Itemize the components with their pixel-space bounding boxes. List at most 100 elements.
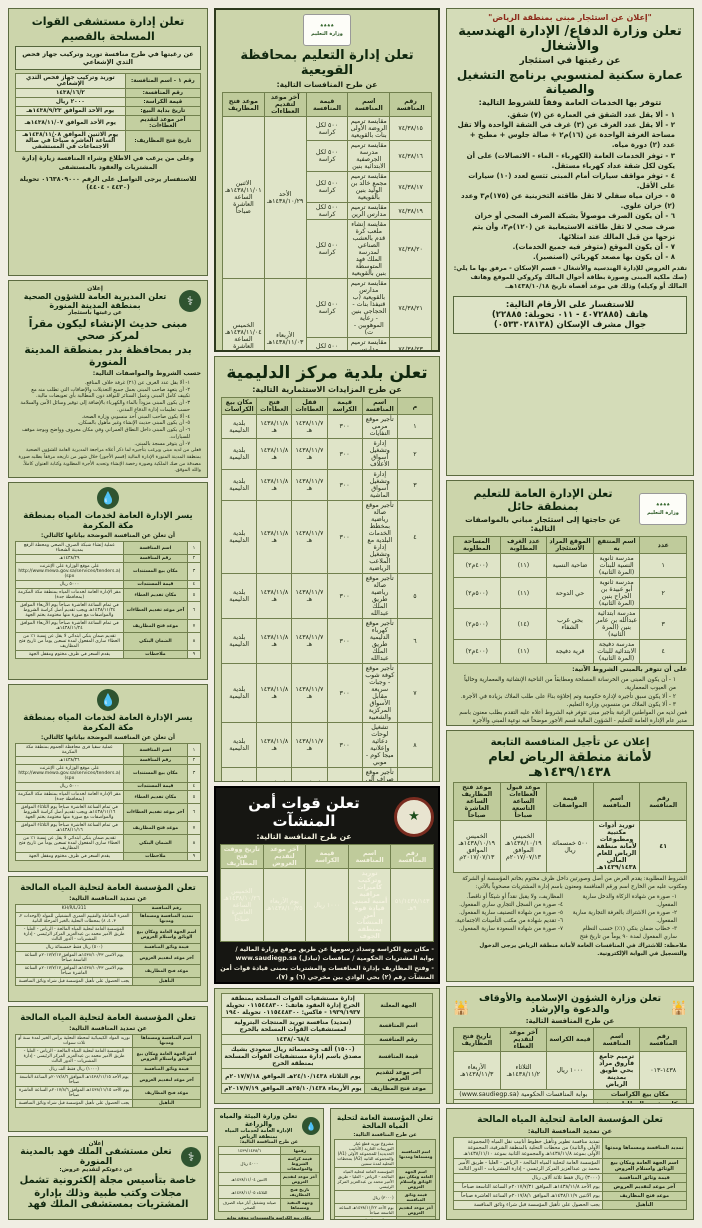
security-subtitle: عن طرح المنافسة التالية:	[256, 832, 352, 841]
field-value: تمديد منافسة تطوير وتأهيل خطوط أنابيب نق…	[453, 1137, 603, 1159]
mewa-ministry-logo: 💧	[302, 1117, 320, 1135]
field-label: وجهة التنفيذ ومسماها	[279, 1198, 321, 1212]
column-header: اسم المنافسة	[361, 397, 398, 415]
auction-name: تأجير موقع كوفة شوب - وجبات سريعة مقابل …	[361, 663, 398, 723]
qassim-footer: وعلى من يرغب في الاطلاع وشراء المنافسة ز…	[22, 155, 194, 171]
field-label: رقم المنافسة	[122, 554, 189, 563]
bids-open-date: ١٤٣٨/١١/٨هـ	[256, 500, 293, 574]
madinah-closing: فعلى من لديه مبنى ويرغب بتأجيره لما ذكر …	[18, 448, 201, 474]
contact-title: للاستفسار على الأرقام التالية:	[505, 299, 635, 310]
condition-item: ١- ألا يقل عدد الغرف عن (٢١) غرفة خلاف ا…	[84, 379, 190, 386]
tender-fee: ٥٠٠ لكل كراسة	[305, 171, 349, 203]
row-number: ٢	[396, 438, 434, 470]
row-number: ٣	[187, 562, 201, 581]
booklet-fee: ٣٠٠	[326, 500, 363, 574]
kv-row: ٧ موعد فتح المظاريف في تمام الساعة العاش…	[15, 821, 201, 835]
documents-sale-place-link[interactable]: بوابة المنافسات الحكومية (www.saudiegp.s…	[453, 1089, 594, 1100]
defense-conditions-list: ١ - ألا يقل عدد الشقق في العمارة عن (٧) …	[455, 110, 685, 262]
table-row: ١ تأجير موقع مرمى النفايات ٣٠٠ ١٤٣٨/١١/٧…	[220, 414, 434, 439]
qassim-title2: المسلحة بالقصيم	[61, 30, 155, 43]
booklet-sale-place: بلدية الدليمية	[220, 438, 258, 470]
ad-top-note: "إعلان عن استئجار مبنى بمنطقة الرياض"	[488, 13, 652, 22]
condition-item: ٤- ألا يكون صاحب المبنى أحد منسوبي وزارة…	[81, 413, 190, 420]
field-value: توريد المواد الكيميائية لمحطة التحلية بر…	[14, 1034, 134, 1048]
tender-name: توريد وتركيب كاميرات مراقبة أمنية لمبنى …	[347, 868, 392, 942]
islamic-subtitle: عن طرح المنافسة التالية:	[525, 1017, 615, 1025]
booklet-sale-place: بلدية الدليمية	[220, 500, 258, 574]
tender-fee: ٥٠٠ لكل كراسة	[305, 337, 349, 350]
field-label: رقم المنافسة:	[124, 88, 202, 98]
column-header: تاريخ ووقت فتح المظاريف	[220, 844, 264, 869]
row-number: ٧	[396, 663, 434, 723]
auction-name: تأجير موقع صراف آلي سيار طريق الملك عبدا…	[361, 767, 398, 781]
note-line: - وفتح المظاريف بإدارة المنافسات والمشتر…	[220, 964, 434, 981]
madinah-tag: إعلان	[87, 285, 103, 292]
kv-row: تاريخ بداية البيع: يوم الأحد الموافق ١٤٣…	[15, 106, 202, 116]
field-value: KH/R/L/311	[14, 904, 134, 913]
field-label: ملاحظات	[122, 852, 189, 861]
column-header: م	[396, 397, 434, 415]
column-header: الموقع المراد الاستئجار	[546, 536, 594, 554]
field-value: الثلاثاء ١٤٣٨/١١/٠٥هـ	[218, 1185, 281, 1199]
field-label: آخر موعد لتقديم العروض	[132, 951, 201, 965]
tender-number: ١٤٣٨-٠١٣	[639, 1051, 687, 1090]
field-label: اسم المنافسة	[122, 743, 189, 757]
kv-row: ٨ الضمان البنكي تقديم ضمان بنكي ابتدائي …	[15, 834, 201, 853]
kv-row: ١ اسم المنافسة عملية إنشاء شبكة الصرف ال…	[15, 541, 201, 555]
field-label: قيمة كراسة الشروط والمواصفات	[279, 1154, 321, 1173]
condition-item: ٦- تقديم شهادة من مكتب التأمينات الاجتما…	[455, 917, 563, 924]
field-value: صيانة وتشغيل آبار مياه الصرف الصحي	[218, 1198, 281, 1212]
field-label: مكان بيع الكراسات	[592, 1089, 688, 1100]
row-number: ٢	[639, 577, 687, 609]
condition-item: ٧- صورة من شهادة السعودة سارية المفعول.	[458, 926, 563, 933]
kv-row: موعد فتح المظاريف يوم الأحد ١٤٣٨/١١/٢٢هـ…	[334, 1216, 437, 1219]
field-value: يوم الأربعاء ٢٥/١٠/١٤٣٨هـ الموافق ٢٠١٧/٧…	[221, 1083, 365, 1094]
field-label: موعد فتح المظاريف	[132, 964, 201, 978]
condition-item: ٣- خطاب ضمان بنكي (١٪) حسب النظام ساري ا…	[466, 893, 677, 941]
mosque-icon: 🕌	[670, 1000, 687, 1016]
field-value: يوم الثلاثاء ٢٤/١٠/١٤٣٨هـ الموافق ٢٠١٧/٧…	[221, 1068, 365, 1084]
madinah-conditions-list: ١- ألا يقل عدد الغرف عن (٢١) غرفة خلاف ا…	[16, 380, 200, 448]
field-value: يوم الاثنين ١٤٣٨/١٠/٢٣هـ الموافق ٢٠١٧/٧/…	[14, 951, 134, 965]
hail-subtitle: عن حاجتها إلى استئجار مباني بالمواصفات ا…	[465, 515, 621, 533]
table-header-row: رقم المنافسة اسم المنافسة قيمة الكراسة آخر …	[453, 1027, 687, 1052]
kv-row: موعد فتح المظاريف يوم الأحد ١٤٣٨/١١/١٥هـ…	[14, 1086, 201, 1100]
kv-row: ٣ مكان بيع المستندات على موقع الوزارة عل…	[15, 562, 201, 581]
kv-row: ٤ قيمة المستندات ٥٠٠٠ ريال	[15, 580, 201, 589]
kv-row: ٢ رقم المنافسة ١٤٣٨/٣٦هـ	[15, 756, 201, 765]
bids-close-date: ١٤٣٨/١١/٧هـ	[291, 469, 328, 501]
column-header: عدد الغرف المطلوبة	[499, 536, 548, 554]
condition-item: ٦- أن يكون المبنى داخل النطاق العمراني و…	[21, 427, 190, 440]
env-subtitle: عن طرح المنافسة التالية:	[239, 1140, 299, 1145]
field-label: تاريخ فتح المظاريف	[279, 1185, 321, 1199]
env-footer: مكان بيع الكراسة والمستندات موقع بوابة ا…	[226, 1215, 312, 1220]
row-number: ٣	[187, 764, 201, 783]
desal-kh-title: تعلن المؤسسة العامة لتحلية المياه المالح…	[20, 883, 196, 893]
moe-logo-dots: ؞؞؞؞	[319, 23, 335, 31]
field-value: يوم الاثنين ١٤٣٨/١٠/٢٣هـ الموافق ٢٠١٧/٧/…	[14, 964, 134, 978]
area-required: (٤٠٠م٢)	[453, 553, 501, 578]
kv-row: آخر موعد لتقديم العروض يوم الاثنين ١٤٣٨/…	[14, 951, 201, 965]
ad-facilities-security-forces: ★ تعلن قوات أمن المنشآت عن طرح المنافسة …	[214, 786, 440, 984]
hail-title: تعلن الإدارة العامة للتعليم بمنطقة حائل	[473, 487, 613, 513]
desal-mid-kv-table: اسم المنافسة ومسماها ومدتها مشروع توريد …	[334, 1139, 437, 1219]
row-number: ٥	[396, 573, 434, 619]
field-label: مكان تقديم العطاء	[122, 790, 189, 804]
field-label: تاريخ فتح المظاريف:	[124, 130, 202, 152]
tender-name: مقايسة ترميم الروضة الأولى بنات بالقويعي…	[347, 116, 391, 141]
group2-last-date: الأربعاء ١٤٣٨/١١/٠٣هـ	[263, 278, 307, 350]
row-number: ٦	[187, 803, 201, 822]
field-label: رقم المنافسة	[122, 756, 189, 765]
defense-title: تعلن وزارة الدفاع/ الإدارة الهندسية والأ…	[458, 24, 682, 54]
kv-row: تمديد المنافسة ومسماها ومدتها العمرة الش…	[14, 912, 201, 926]
field-label: آخر موعد لتقديم العروض	[279, 1172, 321, 1186]
tender-number: ٤١	[639, 820, 687, 873]
madinah-title: تعلن المديرية العامة للشؤون الصحية بمنطق…	[23, 292, 167, 310]
field-value: (٣٠٠٠) ريال فقط ثلاثة آلاف ريال	[453, 1173, 603, 1183]
desal-kh-kv-table: رقم المنافسة KH/R/L/311 تمديد المنافسة و…	[14, 904, 201, 986]
field-value: إدارة مستشفيات القوات المسلحة بمنطقة الخ…	[221, 993, 365, 1018]
condition-item: ٢ - ألا يقل عدد الغرف عن (٣) غرف في الشق…	[457, 121, 675, 150]
row-number: ٩	[396, 767, 434, 781]
field-label: رقم ١ - اسم المنافسة:	[124, 73, 202, 89]
condition-item: ٦ - أن يكون الصرف موصولاً بشبكة الصرف ال…	[472, 212, 675, 241]
